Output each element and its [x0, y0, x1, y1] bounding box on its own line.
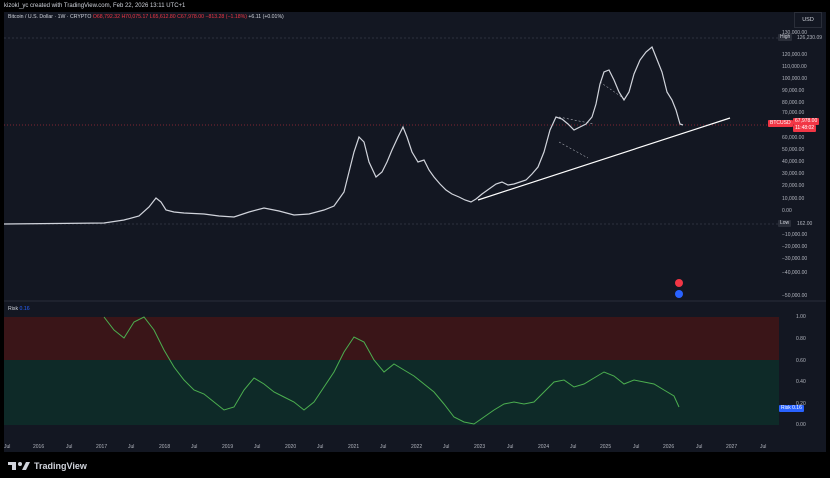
risk-zone-low: [4, 360, 779, 425]
price-axis-label: 100,000.00: [782, 76, 808, 82]
price-axis-label: 90,000.00: [782, 88, 805, 94]
high-value: H70,075.17: [121, 14, 149, 20]
time-axis-label: Jul: [191, 444, 198, 450]
price-axis-label: 40,000.00: [782, 159, 805, 165]
brand-label: TradingView: [34, 461, 87, 471]
risk-series: [103, 316, 680, 425]
price-axis-label: −40,000.00: [782, 270, 808, 276]
time-axis-label: Jul: [443, 444, 450, 450]
time-axis-label: 2017: [96, 444, 108, 450]
time-axis-label: Jul: [254, 444, 261, 450]
tradingview-logo-icon: [8, 462, 30, 470]
close-value: C67,978.00: [177, 14, 204, 20]
low-value: L65,612.80: [149, 14, 176, 20]
price-series: [4, 46, 684, 225]
risk-axis-label: 0.20: [796, 401, 806, 407]
open-value: O68,792.32: [92, 14, 120, 20]
time-axis-label: 2026: [663, 444, 675, 450]
time-axis-label: Jul: [570, 444, 577, 450]
time-axis-label: 2025: [600, 444, 612, 450]
time-axis-label: 2022: [411, 444, 423, 450]
price-axis-label: −20,000.00: [782, 244, 808, 250]
earnings-icon: [675, 290, 683, 298]
time-axis-label: 2018: [159, 444, 171, 450]
footer: TradingView: [0, 452, 830, 478]
chart-canvas: [4, 37, 826, 425]
symbol-label: Bitcoin / U.S. Dollar · 1W · CRYPTO: [8, 14, 92, 20]
time-axis-label: 2027: [726, 444, 738, 450]
risk-axis-label: 0.00: [796, 422, 806, 428]
price-axis-label: −50,000.00: [782, 293, 808, 299]
risk-legend: Risk 0.16: [8, 306, 30, 312]
price-axis-label: 10,000.00: [782, 196, 805, 202]
time-axis-label: Jul: [4, 444, 11, 450]
symbol-tag: BTCUSD: [768, 120, 793, 127]
price-axis-label: 70,000.00: [782, 110, 805, 116]
extra-value: +6.11 (+0.01%): [248, 14, 284, 20]
ohlc-legend: Bitcoin / U.S. Dollar · 1W · CRYPTO O68,…: [8, 14, 284, 20]
risk-axis-label: 0.60: [796, 358, 806, 364]
price-axis-label: −10,000.00: [782, 232, 808, 238]
high-tag: High: [778, 34, 793, 41]
risk-value: 0.16: [19, 306, 30, 312]
low-tag: Low: [778, 220, 792, 227]
trendline: [477, 117, 731, 201]
low-value: 162.00: [797, 221, 813, 227]
risk-axis-label: 0.80: [796, 336, 806, 342]
time-axis-label: 2019: [222, 444, 234, 450]
tradingview-logo[interactable]: TradingView: [8, 461, 87, 471]
time-axis-label: 2021: [348, 444, 360, 450]
price-axis-label: 50,000.00: [782, 147, 805, 153]
price-axis-label: 0.00: [782, 208, 792, 214]
risk-label: Risk: [8, 306, 19, 312]
time-axis-label: Jul: [317, 444, 324, 450]
event-icon: [675, 279, 683, 287]
chart-area[interactable]: Bitcoin / U.S. Dollar · 1W · CRYPTO O68,…: [4, 12, 826, 452]
price-axis-label: −30,000.00: [782, 256, 808, 262]
countdown-tag: 11:48:02: [793, 125, 817, 132]
time-axis-label: 2024: [538, 444, 550, 450]
time-axis-label: Jul: [507, 444, 514, 450]
risk-axis-label: 0.40: [796, 379, 806, 385]
time-axis-label: Jul: [633, 444, 640, 450]
time-axis-label: Jul: [380, 444, 387, 450]
risk-axis-label: 1.00: [796, 314, 806, 320]
time-axis-label: Jul: [66, 444, 73, 450]
chart-header: kizokl_yc created with TradingView.com, …: [0, 0, 830, 12]
time-axis-label: 2020: [285, 444, 297, 450]
price-axis-label: 120,000.00: [782, 52, 808, 58]
currency-selector[interactable]: USD: [794, 12, 822, 28]
price-axis-label: 110,000.00: [782, 64, 807, 70]
price-tag: 67,978.00: [793, 118, 820, 125]
change-value: −813.28 (−1.18%): [205, 14, 247, 20]
risk-zone-high: [4, 317, 779, 360]
time-axis-label: Jul: [128, 444, 135, 450]
price-axis-label: 130,000.00: [782, 30, 808, 36]
price-axis-label: 20,000.00: [782, 183, 805, 189]
time-axis-label: Jul: [696, 444, 703, 450]
time-axis-label: Jul: [760, 444, 767, 450]
time-axis-label: 2016: [33, 444, 45, 450]
risk-tag: Risk 0.16: [779, 405, 804, 412]
price-axis-label: 80,000.00: [782, 100, 805, 106]
time-axis-label: 2023: [474, 444, 486, 450]
high-value: 126,230.09: [797, 35, 823, 41]
price-axis-label: 60,000.00: [782, 135, 805, 141]
price-axis-label: 30,000.00: [782, 171, 805, 177]
